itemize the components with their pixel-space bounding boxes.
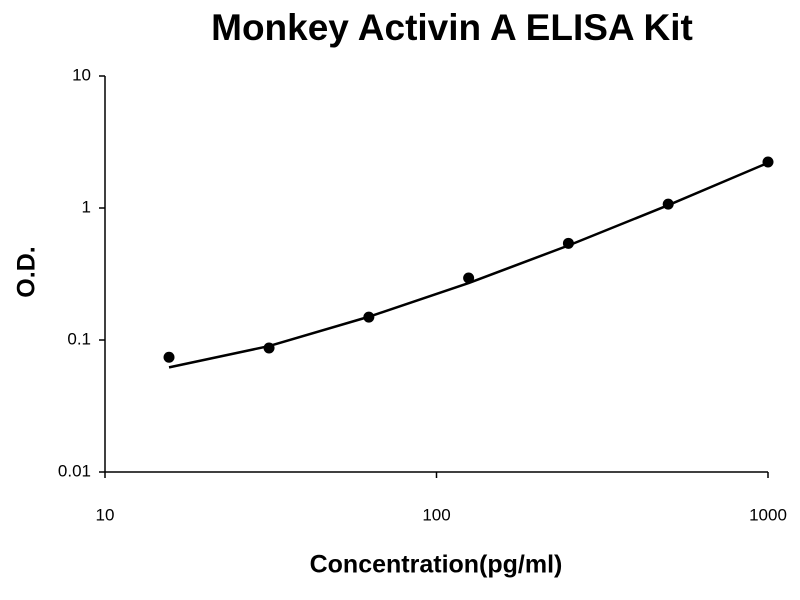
y-tick-label: 0.1 (67, 329, 91, 348)
y-axis-title: O.D. (13, 246, 41, 297)
x-tick-label: 1000 (749, 505, 787, 524)
chart-title: Monkey Activin A ELISA Kit (211, 7, 693, 48)
y-tick-label: 0.01 (58, 461, 91, 480)
fit-curve (168, 161, 769, 369)
x-tick-label: 10 (96, 505, 115, 524)
x-tick-label: 100 (422, 505, 450, 524)
y-tick-label: 10 (72, 65, 91, 84)
y-tick-label: 1 (82, 197, 91, 216)
x-axis-title: Concentration(pg/ml) (310, 551, 563, 579)
data-point (163, 351, 175, 363)
data-point (762, 156, 774, 168)
